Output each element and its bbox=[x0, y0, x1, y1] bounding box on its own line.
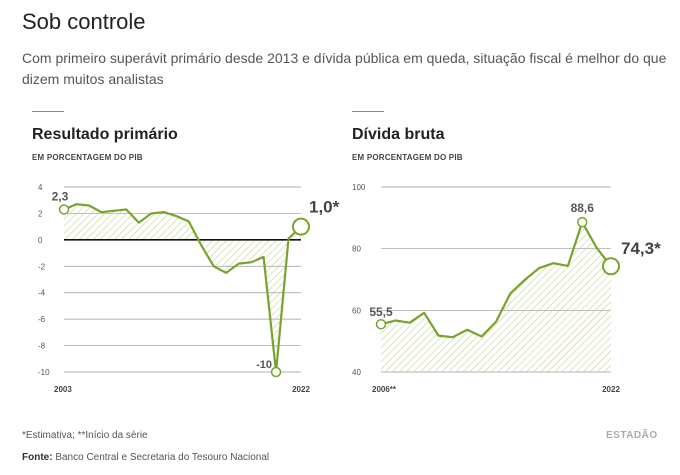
data-label: 1,0* bbox=[309, 198, 340, 217]
source-label: Fonte: bbox=[22, 452, 53, 463]
data-label: -10 bbox=[256, 359, 272, 371]
data-point bbox=[423, 312, 425, 314]
y-tick-label: -4 bbox=[38, 289, 46, 298]
data-point bbox=[175, 215, 178, 217]
y-tick-label: 4 bbox=[38, 183, 43, 192]
y-tick-label: -8 bbox=[38, 342, 46, 351]
chart-title-gross-debt: Dívida bruta bbox=[352, 126, 445, 143]
data-point bbox=[452, 336, 454, 338]
data-point bbox=[212, 265, 215, 268]
series-line bbox=[63, 203, 302, 374]
data-point bbox=[250, 261, 252, 264]
data-point bbox=[200, 244, 203, 246]
data-point bbox=[523, 279, 526, 281]
chart-unit-gross-debt: EM PORCENTAGEM DO PIB bbox=[352, 153, 463, 162]
y-tick-label: -2 bbox=[38, 262, 46, 271]
data-point bbox=[595, 246, 598, 249]
area-fill bbox=[64, 204, 301, 372]
data-point bbox=[437, 334, 440, 337]
chart-unit-primary-result: EM PORCENTAGEM DO PIB bbox=[32, 153, 143, 162]
highlight-marker bbox=[602, 257, 620, 276]
data-point bbox=[394, 319, 397, 322]
x-tick-label: 2022 bbox=[602, 385, 620, 394]
data-point bbox=[237, 262, 240, 265]
data-point bbox=[113, 209, 115, 212]
source-text: Banco Central e Secretaria do Tesouro Na… bbox=[52, 452, 270, 463]
chart-gross-debt: 100 80 60 40 55,5 88,6 74,3* 2006** 2022 bbox=[352, 183, 661, 394]
data-point bbox=[480, 335, 483, 338]
x-tick-label: 2022 bbox=[292, 385, 310, 394]
y-tick-label: 80 bbox=[352, 245, 361, 254]
highlight-marker bbox=[577, 216, 588, 228]
data-point bbox=[552, 262, 555, 264]
data-label: 74,3* bbox=[621, 239, 661, 258]
y-tick-label: 60 bbox=[352, 306, 361, 315]
y-tick-label: 40 bbox=[352, 368, 361, 377]
data-label: 2,3 bbox=[52, 189, 69, 203]
source-line: Fonte: Banco Central e Secretaria do Tes… bbox=[22, 452, 269, 463]
data-point bbox=[162, 211, 165, 213]
y-tick-label: 2 bbox=[38, 209, 43, 218]
y-tick-label: 0 bbox=[38, 236, 43, 245]
y-tick-label: -6 bbox=[38, 315, 46, 324]
data-point bbox=[408, 321, 411, 324]
data-point bbox=[495, 320, 497, 323]
x-tick-label: 2003 bbox=[54, 385, 72, 394]
highlight-marker bbox=[58, 204, 70, 215]
data-point bbox=[125, 208, 128, 211]
brand-logo: ESTADÃO bbox=[606, 430, 658, 441]
data-label: 88,6 bbox=[571, 201, 595, 215]
data-point bbox=[567, 265, 569, 267]
data-label: 55,5 bbox=[369, 305, 393, 319]
footnote: *Estimativa; **Início da série bbox=[22, 430, 148, 441]
data-point bbox=[262, 256, 265, 258]
highlight-marker bbox=[292, 217, 310, 236]
data-point bbox=[150, 212, 153, 215]
chart-title-primary-result: Resultado primário bbox=[32, 126, 178, 143]
data-point bbox=[75, 203, 78, 205]
data-point bbox=[100, 211, 103, 213]
x-tick-label: 2006** bbox=[372, 385, 397, 394]
data-point bbox=[225, 272, 227, 274]
y-tick-label: 100 bbox=[352, 183, 366, 192]
page-subtitle: Com primeiro superávit primário desde 20… bbox=[22, 50, 667, 87]
area-fill bbox=[381, 222, 611, 372]
panel-divider-right bbox=[352, 111, 384, 112]
data-point bbox=[466, 328, 469, 331]
data-point bbox=[287, 237, 290, 240]
data-point bbox=[509, 292, 512, 295]
y-tick-label: -10 bbox=[38, 368, 50, 377]
data-point bbox=[187, 220, 190, 223]
highlight-marker bbox=[375, 318, 387, 330]
panel-divider-left bbox=[32, 111, 64, 112]
chart-primary-result: 4 2 0 -2 -4 -6 -8 -10 2,3 -10 1,0* 2003 2022 bbox=[38, 183, 340, 394]
page-title: Sob controle bbox=[22, 9, 146, 34]
data-point bbox=[88, 204, 90, 207]
highlight-marker bbox=[270, 366, 282, 378]
data-point bbox=[138, 221, 140, 224]
data-point bbox=[538, 267, 540, 269]
